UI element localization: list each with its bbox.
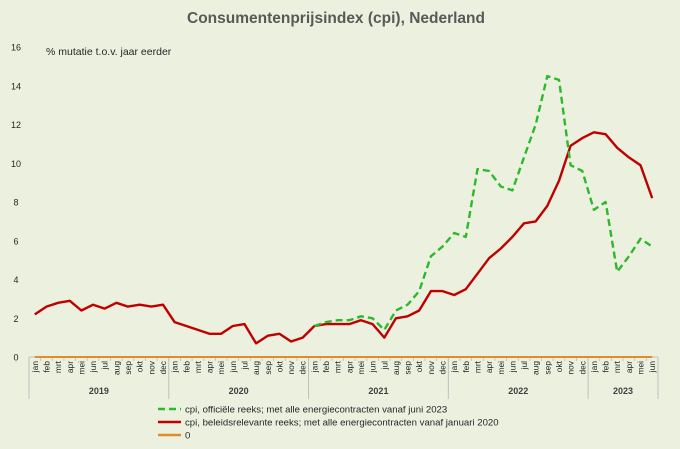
x-tick-label: apr [65, 361, 75, 373]
x-tick-label: jun [368, 361, 378, 374]
x-tick-label: okt [554, 360, 564, 372]
y-tick-label: 8 [13, 198, 18, 208]
x-tick-label: mrt [333, 360, 343, 373]
x-tick-label: jul [239, 361, 249, 371]
y-tick-label: 12 [11, 120, 21, 130]
x-tick-label: mei [636, 361, 646, 375]
x-tick-label: jan [449, 361, 459, 374]
x-tick-label: apr [205, 361, 215, 373]
x-tick-label: apr [624, 361, 634, 373]
y-tick-label: 2 [13, 314, 18, 324]
x-tick-label: mei [216, 361, 226, 375]
y-tick-label: 14 [11, 81, 21, 91]
y-tick-label: 10 [11, 159, 21, 169]
x-tick-label: feb [181, 361, 191, 373]
year-label: 2021 [368, 386, 388, 396]
y-tick-label: 4 [13, 275, 18, 285]
x-tick-label: sep [403, 361, 413, 375]
y-unit-label: % mutatie t.o.v. jaar eerder [46, 46, 172, 58]
y-tick-label: 6 [13, 236, 18, 246]
x-tick-label: jun [88, 361, 98, 374]
y-tick-label: 16 [11, 43, 21, 53]
x-tick-label: dec [577, 361, 587, 375]
year-label: 2023 [613, 386, 633, 396]
series-line-cpi-official [314, 74, 653, 332]
legend-item-cpi-policy-label: cpi, beleidsrelevante reeks; met alle en… [185, 418, 499, 429]
x-tick-label: apr [344, 361, 354, 373]
x-tick-label: aug [391, 361, 401, 375]
x-tick-label: feb [461, 361, 471, 373]
year-label: 2022 [508, 386, 528, 396]
x-tick-label: feb [601, 361, 611, 373]
x-tick-label: mei [76, 361, 86, 375]
series-line-cpi-policy [34, 131, 654, 345]
x-tick-label: aug [111, 361, 121, 375]
x-tick-label: okt [414, 360, 424, 372]
x-tick-label: jul [100, 361, 110, 371]
x-tick-label: feb [41, 361, 51, 373]
x-tick-label: nov [146, 360, 156, 374]
legend-item-cpi-official-label: cpi, officiële reeks; met alle energieco… [185, 405, 447, 416]
x-tick-label: sep [263, 361, 273, 375]
x-tick-label: dec [438, 361, 448, 375]
x-tick-label: mrt [53, 360, 63, 373]
x-tick-label: aug [251, 361, 261, 375]
x-tick-label: okt [274, 360, 284, 372]
x-tick-label: nov [426, 360, 436, 374]
x-tick-label: nov [286, 360, 296, 374]
x-tick-label: mei [496, 361, 506, 375]
x-tick-label: jul [379, 361, 389, 371]
x-tick-label: nov [566, 360, 576, 374]
x-tick-label: mrt [612, 360, 622, 373]
legend-item-zero-label: 0 [185, 431, 190, 442]
x-tick-label: jul [519, 361, 529, 371]
x-tick-label: okt [135, 360, 145, 372]
x-tick-label: jun [228, 361, 238, 374]
x-tick-label: dec [158, 361, 168, 375]
chart-title: Consumentenprijsindex (cpi), Nederland [187, 10, 485, 27]
x-tick-label: dec [298, 361, 308, 375]
year-label: 2019 [89, 386, 109, 396]
x-tick-label: jan [30, 361, 40, 374]
x-tick-label: jan [170, 361, 180, 374]
x-tick-label: aug [531, 361, 541, 375]
x-tick-label: sep [542, 361, 552, 375]
x-tick-label: sep [123, 361, 133, 375]
x-tick-label: jan [309, 361, 319, 374]
y-tick-label: 0 [13, 353, 18, 363]
year-label: 2020 [229, 386, 249, 396]
x-tick-label: jun [647, 361, 657, 374]
x-tick-label: jan [589, 361, 599, 374]
x-tick-label: mei [356, 361, 366, 375]
x-tick-label: jun [507, 361, 517, 374]
x-tick-label: mrt [472, 360, 482, 373]
x-tick-label: mrt [193, 360, 203, 373]
x-tick-label: apr [484, 361, 494, 373]
x-tick-label: feb [321, 361, 331, 373]
